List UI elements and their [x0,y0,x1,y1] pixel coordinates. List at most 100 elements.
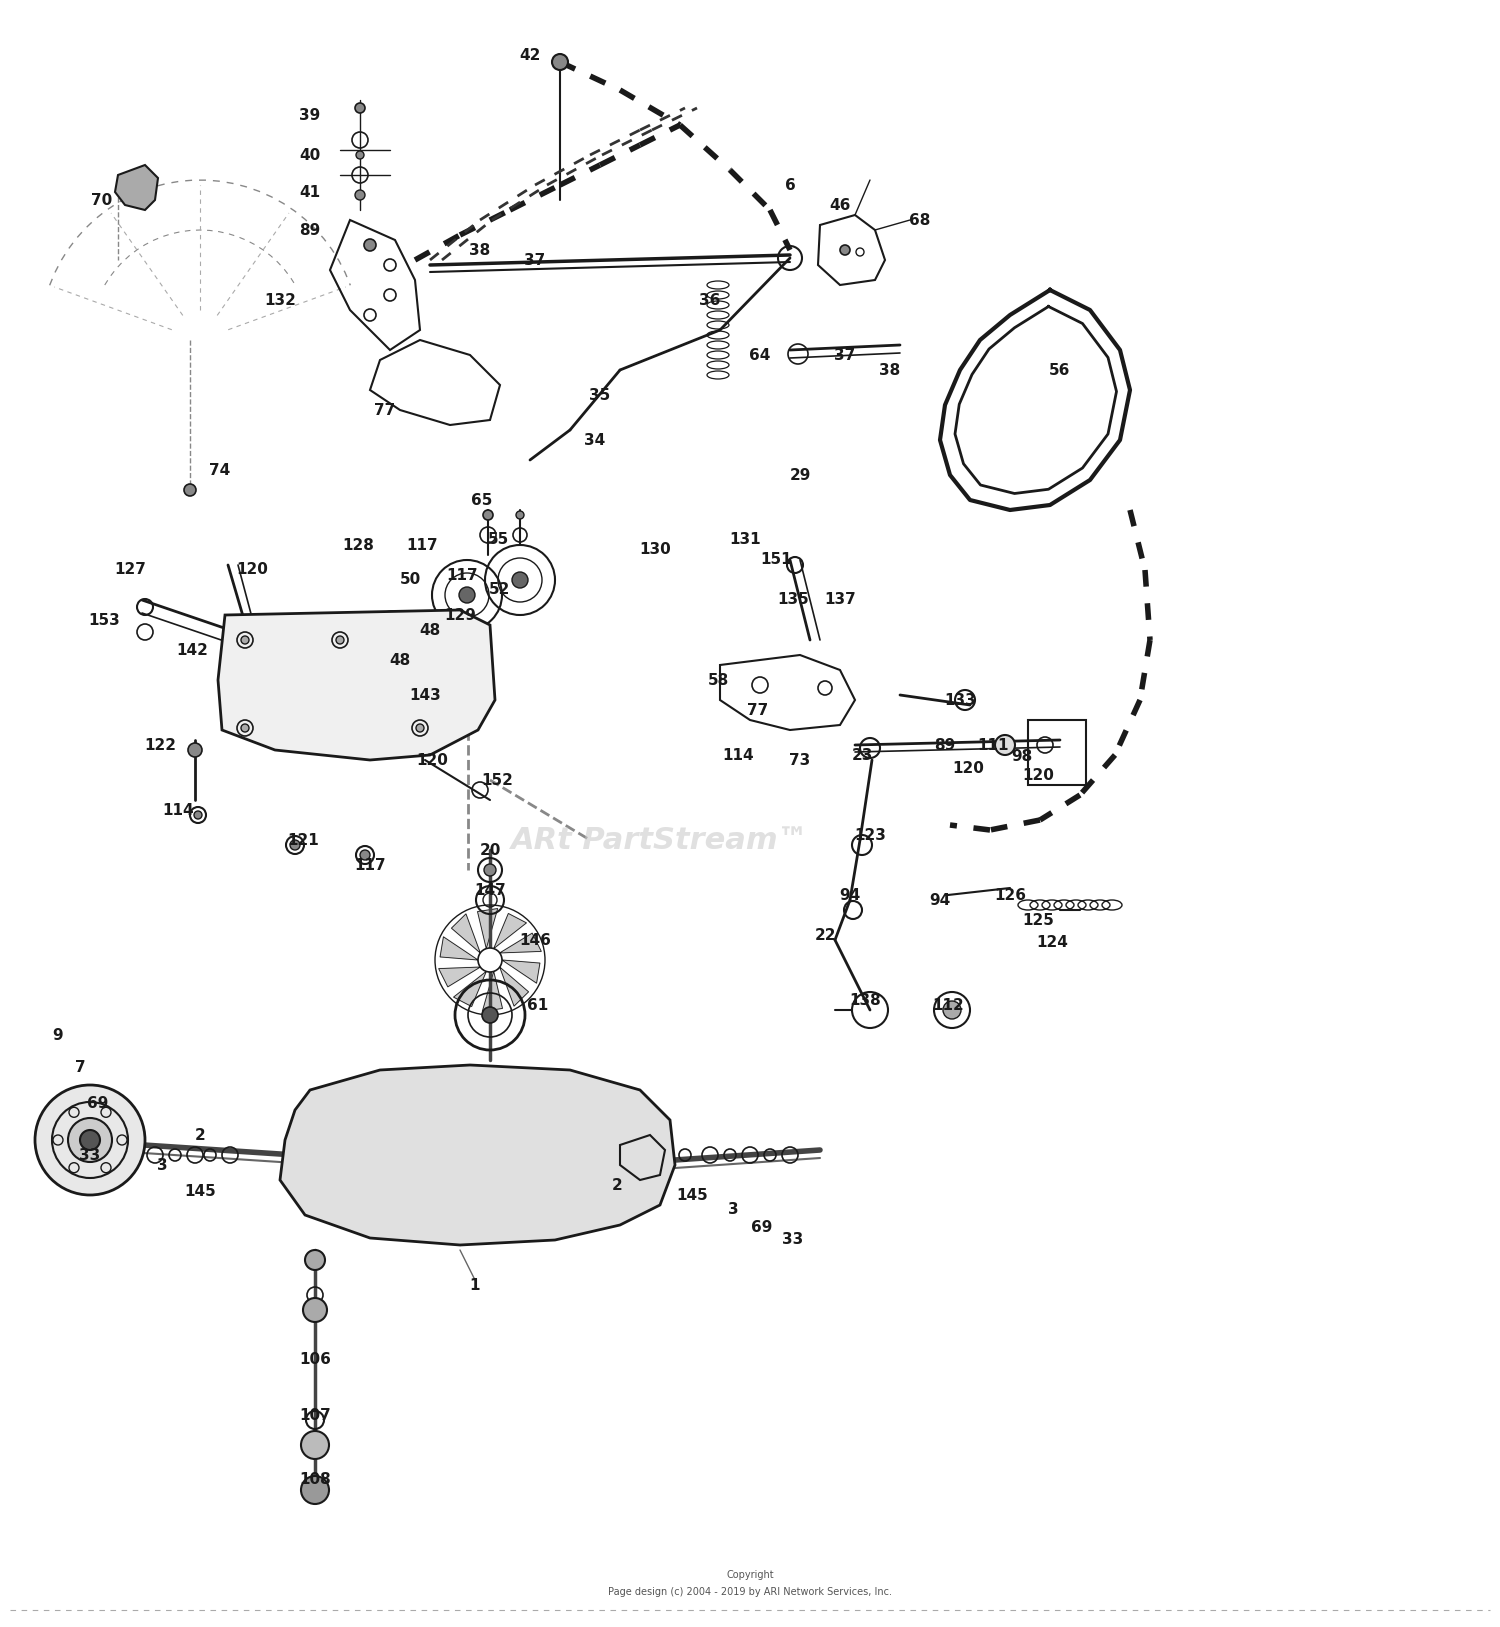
Text: 39: 39 [300,107,321,122]
Text: 69: 69 [87,1095,108,1111]
Text: Copyright: Copyright [726,1570,774,1580]
Text: 89: 89 [934,737,956,753]
Text: 64: 64 [750,348,771,363]
Text: 70: 70 [92,192,112,208]
Text: 2: 2 [612,1178,622,1193]
Text: 9: 9 [53,1028,63,1043]
Text: 50: 50 [399,573,420,587]
Circle shape [944,1001,962,1019]
Polygon shape [116,164,158,210]
Circle shape [552,54,568,70]
Circle shape [416,724,424,732]
Polygon shape [503,960,540,983]
Text: 117: 117 [446,568,478,582]
Text: 117: 117 [354,857,386,872]
Polygon shape [452,914,480,953]
Text: 20: 20 [480,843,501,857]
Text: 94: 94 [930,893,951,908]
Text: 121: 121 [286,833,320,848]
Text: 130: 130 [639,542,670,558]
Circle shape [454,620,465,630]
Text: 48: 48 [420,623,441,638]
Circle shape [302,1432,328,1459]
Polygon shape [217,610,495,760]
Text: 152: 152 [482,773,513,787]
Polygon shape [280,1066,675,1245]
Text: 127: 127 [114,563,146,578]
Circle shape [516,511,524,519]
Text: 65: 65 [471,493,492,508]
Circle shape [194,810,202,818]
Text: 61: 61 [528,997,549,1012]
Text: 98: 98 [1011,748,1032,763]
Polygon shape [494,913,526,949]
Circle shape [459,587,476,604]
Text: 143: 143 [410,688,441,703]
Circle shape [482,1007,498,1023]
Polygon shape [453,971,486,1007]
Text: 29: 29 [789,467,810,483]
Text: 111: 111 [978,737,1008,753]
Text: 89: 89 [300,223,321,238]
Text: 126: 126 [994,887,1026,903]
Text: 58: 58 [708,672,729,688]
Text: 33: 33 [80,1147,100,1163]
Text: 142: 142 [176,643,208,657]
Text: 37: 37 [834,348,855,363]
Text: 1: 1 [470,1277,480,1292]
Text: 41: 41 [300,184,321,200]
Text: 35: 35 [590,387,610,402]
Polygon shape [440,937,479,960]
Text: 36: 36 [699,293,720,308]
Text: 123: 123 [853,828,886,843]
Circle shape [994,735,1016,755]
Text: 56: 56 [1050,363,1071,377]
Text: 112: 112 [932,997,964,1012]
Text: 22: 22 [815,927,836,942]
Text: 131: 131 [729,532,760,548]
Circle shape [290,840,300,849]
Bar [1028,721,1086,784]
Text: 77: 77 [747,703,768,718]
Text: 106: 106 [298,1352,332,1368]
Polygon shape [477,908,498,949]
Circle shape [360,849,370,861]
Circle shape [242,724,249,732]
Text: 73: 73 [789,753,810,768]
Text: 52: 52 [489,582,510,597]
Circle shape [478,949,502,971]
Circle shape [483,509,494,521]
Text: 23: 23 [852,747,873,763]
Text: Page design (c) 2004 - 2019 by ARI Network Services, Inc.: Page design (c) 2004 - 2019 by ARI Netwo… [608,1586,892,1598]
Text: 137: 137 [824,592,856,607]
Text: 7: 7 [75,1061,86,1075]
Text: 120: 120 [1022,768,1054,783]
Polygon shape [500,966,528,1005]
Text: 94: 94 [840,887,861,903]
Text: 69: 69 [752,1220,772,1235]
Circle shape [34,1085,146,1194]
Text: 138: 138 [849,992,880,1007]
Text: 108: 108 [298,1472,332,1487]
Text: 153: 153 [88,612,120,628]
Circle shape [303,1298,327,1323]
Text: 125: 125 [1022,913,1054,927]
Text: 37: 37 [525,252,546,267]
Text: ARt PartStream™: ARt PartStream™ [512,825,808,854]
Text: 38: 38 [470,242,490,257]
Circle shape [364,239,376,251]
Text: 145: 145 [676,1188,708,1202]
Circle shape [356,151,364,159]
Text: 120: 120 [236,563,268,578]
Circle shape [68,1118,112,1162]
Text: 34: 34 [585,433,606,447]
Text: 6: 6 [784,177,795,192]
Circle shape [356,103,364,112]
Text: 147: 147 [474,882,506,898]
Text: 33: 33 [783,1233,804,1248]
Circle shape [304,1250,326,1271]
Text: 133: 133 [944,693,976,708]
Text: 3: 3 [156,1157,168,1173]
Text: 122: 122 [144,737,176,753]
Text: 74: 74 [210,462,231,477]
